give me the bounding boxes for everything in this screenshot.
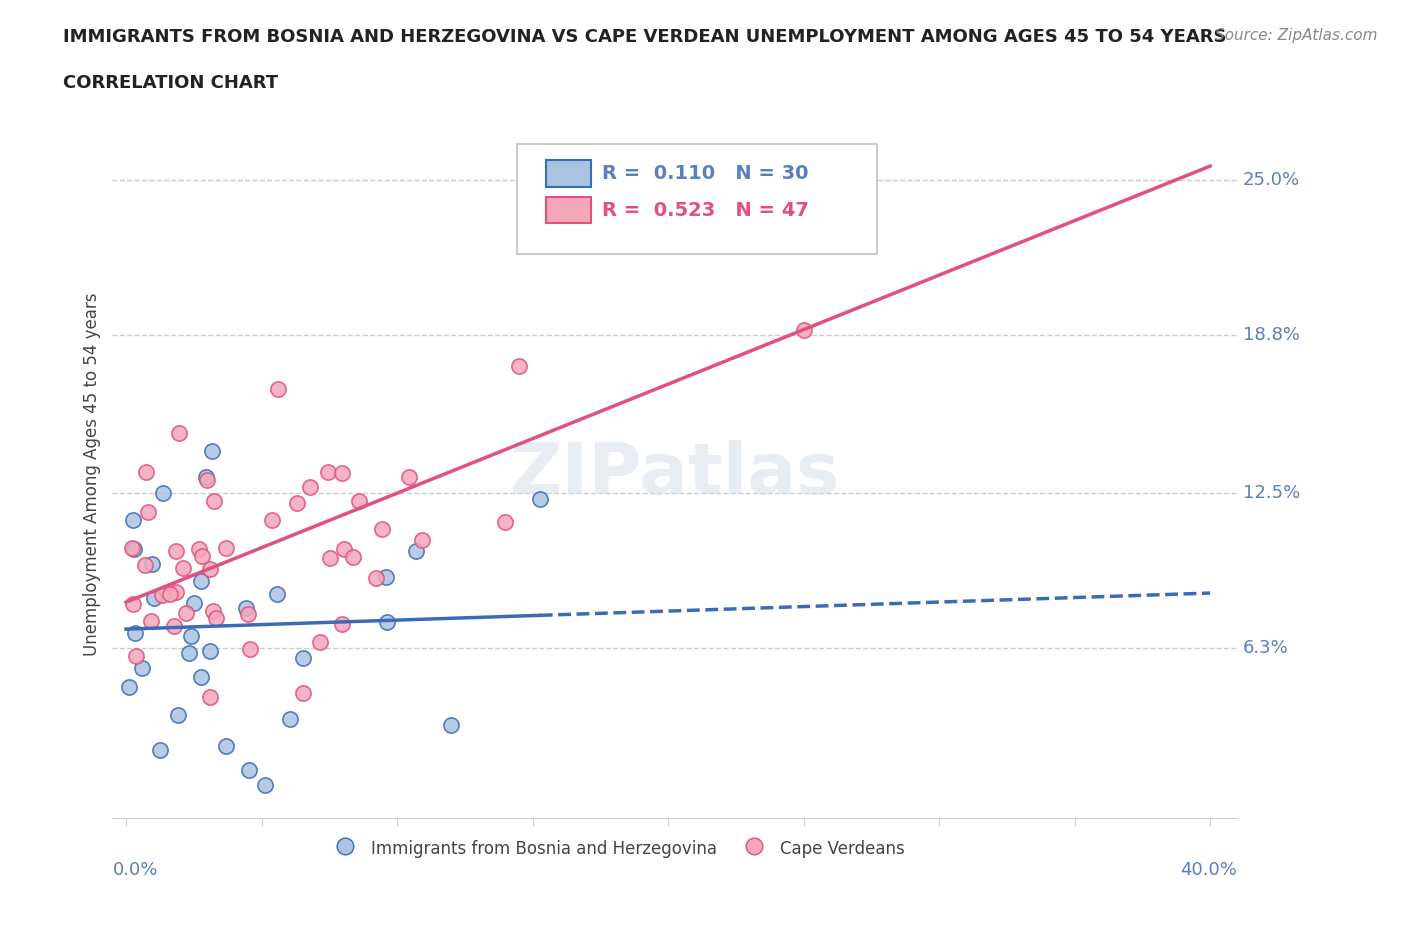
Text: 18.8%: 18.8% — [1243, 326, 1299, 344]
Point — [398, 470, 420, 485]
Point — [291, 685, 314, 700]
Point — [298, 479, 321, 494]
Point — [165, 543, 187, 558]
Point — [440, 717, 463, 732]
Point — [167, 426, 190, 441]
Point — [167, 707, 190, 722]
Point — [238, 763, 260, 777]
Point — [187, 542, 209, 557]
Point — [200, 690, 222, 705]
Text: 0.0%: 0.0% — [112, 861, 157, 879]
Point — [122, 512, 145, 527]
Point — [190, 670, 212, 684]
Text: IMMIGRANTS FROM BOSNIA AND HERZEGOVINA VS CAPE VERDEAN UNEMPLOYMENT AMONG AGES 4: IMMIGRANTS FROM BOSNIA AND HERZEGOVINA V… — [63, 28, 1227, 46]
Point — [121, 540, 143, 555]
Text: 12.5%: 12.5% — [1243, 485, 1301, 502]
Point — [198, 562, 221, 577]
Point — [201, 444, 224, 458]
Point — [330, 466, 353, 481]
Point — [122, 596, 145, 611]
Point — [134, 558, 156, 573]
Point — [135, 465, 157, 480]
Point — [316, 465, 339, 480]
Point — [266, 586, 288, 601]
Point — [333, 541, 356, 556]
Point — [254, 777, 277, 792]
Point — [569, 212, 592, 227]
Point — [215, 540, 238, 555]
Point — [793, 323, 815, 338]
Point — [291, 651, 314, 666]
Point — [141, 557, 163, 572]
Point — [183, 595, 205, 610]
Point — [330, 617, 353, 631]
Text: ZIPatlas: ZIPatlas — [510, 440, 839, 509]
Point — [125, 648, 148, 663]
Point — [370, 522, 392, 537]
Point — [375, 570, 398, 585]
Point — [278, 711, 301, 726]
Point — [529, 492, 551, 507]
Point — [364, 570, 387, 585]
Point — [190, 549, 212, 564]
Point — [163, 618, 186, 633]
Point — [198, 644, 221, 658]
FancyBboxPatch shape — [517, 144, 877, 254]
Point — [143, 591, 166, 605]
Text: R =  0.110   N = 30: R = 0.110 N = 30 — [602, 164, 808, 183]
Point — [239, 641, 262, 656]
Text: R =  0.523   N = 47: R = 0.523 N = 47 — [602, 201, 808, 219]
Bar — [546, 161, 591, 187]
Point — [214, 739, 236, 754]
Point — [136, 505, 159, 520]
Y-axis label: Unemployment Among Ages 45 to 54 years: Unemployment Among Ages 45 to 54 years — [83, 293, 101, 656]
Point — [131, 660, 153, 675]
Text: 6.3%: 6.3% — [1243, 639, 1288, 658]
Point — [149, 743, 172, 758]
Point — [124, 626, 146, 641]
Text: Source: ZipAtlas.com: Source: ZipAtlas.com — [1215, 28, 1378, 43]
Text: CORRELATION CHART: CORRELATION CHART — [63, 74, 278, 92]
Legend: Immigrants from Bosnia and Herzegovina, Cape Verdeans: Immigrants from Bosnia and Herzegovina, … — [326, 831, 911, 865]
Point — [202, 494, 225, 509]
Point — [260, 512, 283, 527]
Point — [319, 551, 342, 565]
Point — [405, 544, 427, 559]
Point — [172, 561, 194, 576]
Point — [342, 550, 364, 565]
Point — [195, 470, 218, 485]
Text: 40.0%: 40.0% — [1181, 861, 1237, 879]
Point — [235, 601, 257, 616]
Point — [165, 584, 187, 599]
Point — [205, 611, 228, 626]
Bar — [546, 197, 591, 223]
Point — [177, 645, 200, 660]
Point — [236, 606, 259, 621]
Point — [190, 574, 212, 589]
Point — [308, 635, 330, 650]
Point — [201, 604, 224, 618]
Point — [375, 615, 398, 630]
Point — [150, 588, 173, 603]
Point — [411, 532, 433, 547]
Point — [195, 472, 218, 487]
Point — [508, 359, 530, 374]
Point — [174, 605, 197, 620]
Point — [139, 613, 162, 628]
Point — [159, 587, 181, 602]
Text: 25.0%: 25.0% — [1243, 171, 1299, 189]
Point — [118, 680, 141, 695]
Point — [267, 382, 290, 397]
Point — [349, 494, 371, 509]
Point — [180, 629, 202, 644]
Point — [122, 541, 145, 556]
Point — [285, 496, 308, 511]
Point — [494, 514, 516, 529]
Point — [152, 486, 174, 501]
